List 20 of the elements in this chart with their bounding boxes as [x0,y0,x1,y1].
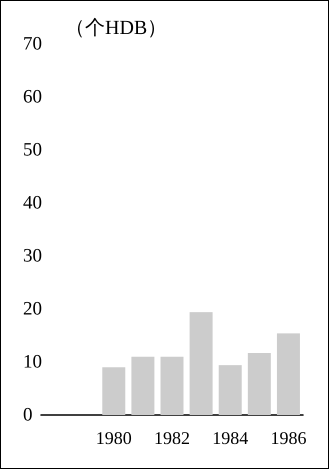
x-tick-label: 1982 [154,428,190,448]
bar [160,356,184,415]
bar [102,367,126,415]
y-axis-title: （个HDB） [65,17,168,39]
y-tick-label: 40 [23,192,42,214]
bar [131,356,154,415]
y-tick-label: 10 [23,352,42,372]
y-tick-label: 50 [23,140,42,160]
bar [248,352,271,415]
x-tick-label: 1986 [270,428,306,448]
y-tick-label: 30 [23,246,42,266]
bar [276,333,300,415]
x-tick-label: 1984 [212,428,248,448]
x-tick-label: 1980 [96,428,132,448]
y-tick-label: 70 [23,34,42,54]
bar [190,312,213,415]
bar [218,365,242,415]
y-tick-label: 20 [23,298,42,320]
y-tick-label: 60 [23,86,42,108]
y-tick-label: 0 [23,404,32,426]
